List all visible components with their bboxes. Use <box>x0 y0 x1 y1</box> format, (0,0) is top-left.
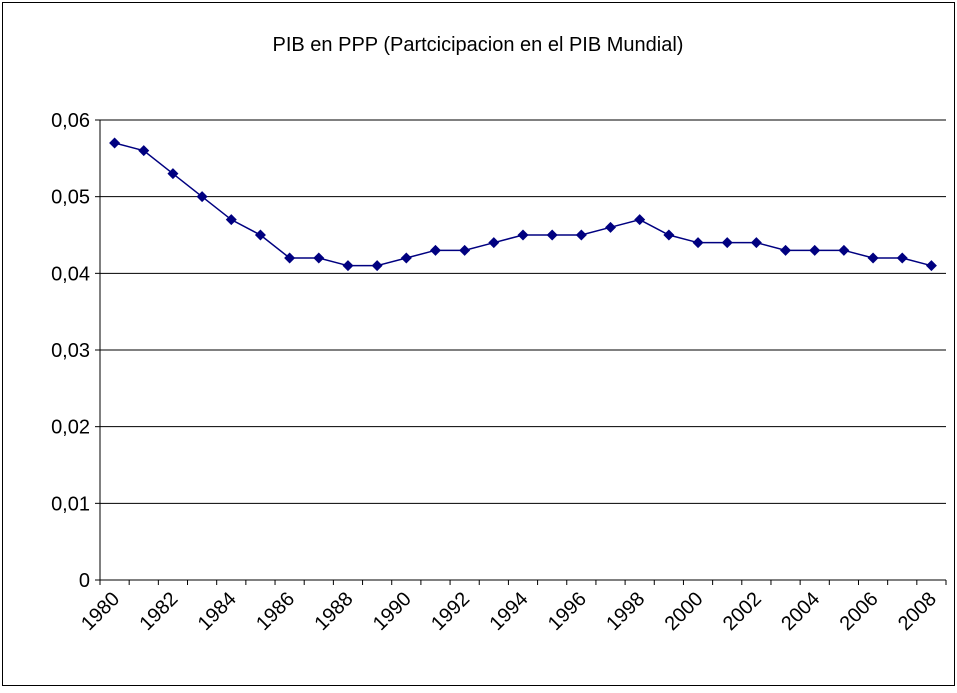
y-tick-label: 0,02 <box>51 417 90 439</box>
y-tick-label: 0,06 <box>51 110 90 132</box>
point-marker <box>459 244 471 256</box>
y-tick-label: 0,04 <box>51 263 90 285</box>
point-marker <box>546 229 558 241</box>
point-marker <box>780 244 792 256</box>
point-marker <box>488 237 500 249</box>
point-marker <box>138 145 150 157</box>
point-marker <box>517 229 529 241</box>
point-marker <box>371 260 383 272</box>
y-tick-label: 0,01 <box>51 493 90 515</box>
point-marker <box>867 252 879 264</box>
point-marker <box>342 260 354 272</box>
point-marker <box>692 237 704 249</box>
point-marker <box>284 252 296 264</box>
point-marker <box>400 252 412 264</box>
point-marker <box>429 244 441 256</box>
point-marker <box>925 260 937 272</box>
point-marker <box>838 244 850 256</box>
y-tick-label: 0,05 <box>51 187 90 209</box>
point-marker <box>575 229 587 241</box>
point-marker <box>605 221 617 233</box>
chart-title: PIB en PPP (Partcicipacion en el PIB Mun… <box>273 34 684 56</box>
point-marker <box>225 214 237 226</box>
y-tick-label: 0,03 <box>51 340 90 362</box>
point-marker <box>196 191 208 203</box>
point-marker <box>109 137 121 149</box>
point-marker <box>721 237 733 249</box>
point-marker <box>254 229 266 241</box>
point-marker <box>313 252 325 264</box>
point-marker <box>167 168 179 180</box>
point-marker <box>896 252 908 264</box>
point-marker <box>634 214 646 226</box>
y-tick-label: 0 <box>79 570 90 592</box>
point-marker <box>809 244 821 256</box>
point-marker <box>750 237 762 249</box>
point-marker <box>663 229 675 241</box>
